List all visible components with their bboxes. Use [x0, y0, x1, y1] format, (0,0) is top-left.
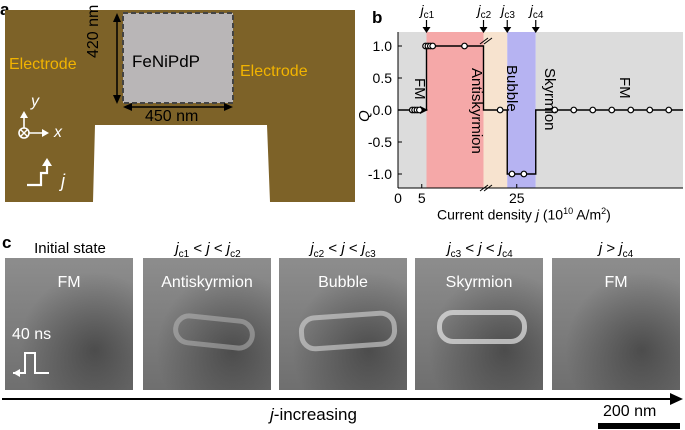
region-label-bubble: Bubble: [503, 65, 520, 112]
frame-label-2: Bubble: [318, 274, 368, 291]
condition-label-3: jc3 < j < jc4: [447, 240, 513, 260]
region-label-skyrmion: Skyrmion: [541, 68, 558, 131]
condition-label-4: j > jc4: [598, 240, 634, 260]
condition-label-0: Initial state: [34, 240, 106, 257]
threshold-label-1: jc2: [476, 2, 492, 21]
threshold-label-0: jc1: [419, 2, 435, 21]
x-tick-label-1: 5: [418, 190, 426, 206]
data-point-10: [508, 170, 516, 178]
data-point-9: [496, 106, 504, 114]
increasing-label: j-increasing: [270, 405, 357, 424]
charge-chart: 1.0 0.5 0.0 -0.5 -1.0 0 5 25 jc1 jc2 jc3 jc4 Q FM…: [356, 2, 683, 206]
current-arrow-icon: [27, 162, 49, 187]
axis-x-label: x: [54, 124, 62, 141]
region-label-fm-2: FM: [616, 77, 633, 99]
x-tick-label-0: 0: [394, 190, 402, 206]
lorentz-image-fm: FM: [552, 258, 680, 390]
scale-bar: [598, 423, 680, 429]
panel-label-c: c: [2, 233, 12, 252]
data-point-12: [551, 106, 559, 114]
skyrmion-contrast: [437, 310, 527, 344]
y-tick-label-1: 0.5: [373, 70, 393, 86]
threshold-arrowhead-3: [531, 27, 540, 33]
data-point-13: [570, 106, 578, 114]
electrode-left-label: Electrode: [9, 56, 77, 73]
electrode-shape: [5, 10, 355, 202]
height-dimension-label: 420 nm: [85, 4, 102, 58]
current-label: j: [61, 171, 65, 191]
threshold-arrowhead-0: [422, 27, 431, 33]
increasing-arrow: [2, 393, 683, 405]
data-point-3: [415, 106, 423, 114]
threshold-label-2: jc3: [499, 2, 515, 21]
region-label-antiskyrmion: Antiskyrmion: [468, 68, 485, 154]
data-point-14: [589, 106, 597, 114]
data-point-18: [665, 106, 673, 114]
condition-label-2: jc2 < j < jc3: [310, 240, 376, 260]
data-point-8: [461, 42, 468, 50]
threshold-label-3: jc4: [528, 2, 544, 21]
x-tick-label-2: 25: [509, 190, 525, 206]
panel-label-a: a: [0, 0, 10, 19]
frame-label-3: Skyrmion: [445, 274, 513, 291]
scale-bar-label: 200 nm: [603, 403, 657, 420]
frame-label-0: FM: [57, 274, 81, 291]
y-tick-label-2: 0.0: [373, 102, 393, 118]
lorentz-image-antiskyrmion: Antiskyrmion: [143, 258, 271, 390]
material-region: [122, 12, 234, 104]
step-line: [398, 45, 683, 175]
lorentz-image-bubble: Bubble: [279, 258, 407, 390]
chart-xlabel: Current density j (1010 A/m2): [437, 206, 611, 223]
region-label-fm-1: FM: [411, 78, 428, 100]
data-point-7: [429, 42, 437, 50]
frame-label-1: Antiskyrmion: [161, 274, 253, 291]
width-dimension-label: 450 nm: [145, 108, 199, 125]
y-tick-label-0: 1.0: [373, 38, 393, 54]
region-band-1: [426, 32, 484, 188]
data-point-17: [646, 106, 654, 114]
material-label: FeNiPdP: [132, 52, 201, 71]
y-tick-label-3: -0.5: [368, 134, 392, 150]
threshold-arrowhead-1: [479, 27, 488, 33]
bubble-contrast: [297, 309, 399, 353]
electrode-right-label: Electrode: [240, 63, 308, 80]
panel-label-b: b: [372, 8, 383, 27]
axis-y-label: y: [31, 93, 39, 110]
condition-label-1: jc1 < j < jc2: [175, 240, 241, 260]
lorentz-image-skyrmion: Skyrmion: [415, 258, 543, 390]
frame-label-4: FM: [604, 274, 628, 291]
region-band-3: [507, 32, 536, 188]
threshold-arrowhead-2: [503, 27, 512, 33]
pulse-icon: [13, 352, 49, 377]
lorentz-image-initial: FM 40 ns: [5, 258, 133, 390]
data-point-11: [520, 170, 528, 178]
data-point-15: [608, 106, 616, 114]
chart-ylabel: Q: [356, 110, 373, 122]
device-schematic: [5, 10, 355, 202]
data-point-16: [627, 106, 635, 114]
pulse-label: 40 ns: [12, 326, 52, 343]
y-tick-label-4: -1.0: [368, 166, 392, 182]
